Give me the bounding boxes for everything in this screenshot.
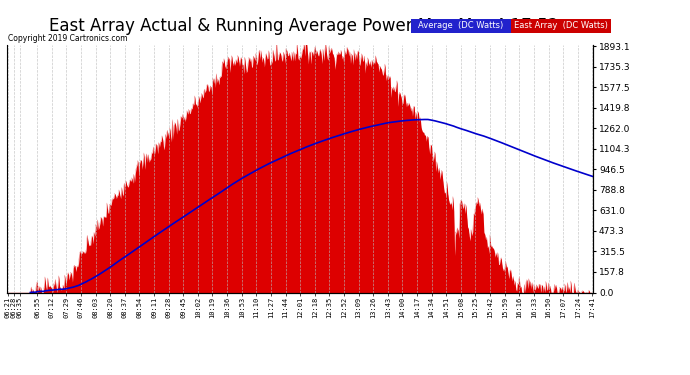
Text: East Array Actual & Running Average Power Mon Mar 4 17:52: East Array Actual & Running Average Powe…	[49, 17, 558, 35]
Text: Copyright 2019 Cartronics.com: Copyright 2019 Cartronics.com	[8, 34, 128, 43]
Text: East Array  (DC Watts): East Array (DC Watts)	[513, 21, 608, 30]
Text: Average  (DC Watts): Average (DC Watts)	[418, 21, 503, 30]
